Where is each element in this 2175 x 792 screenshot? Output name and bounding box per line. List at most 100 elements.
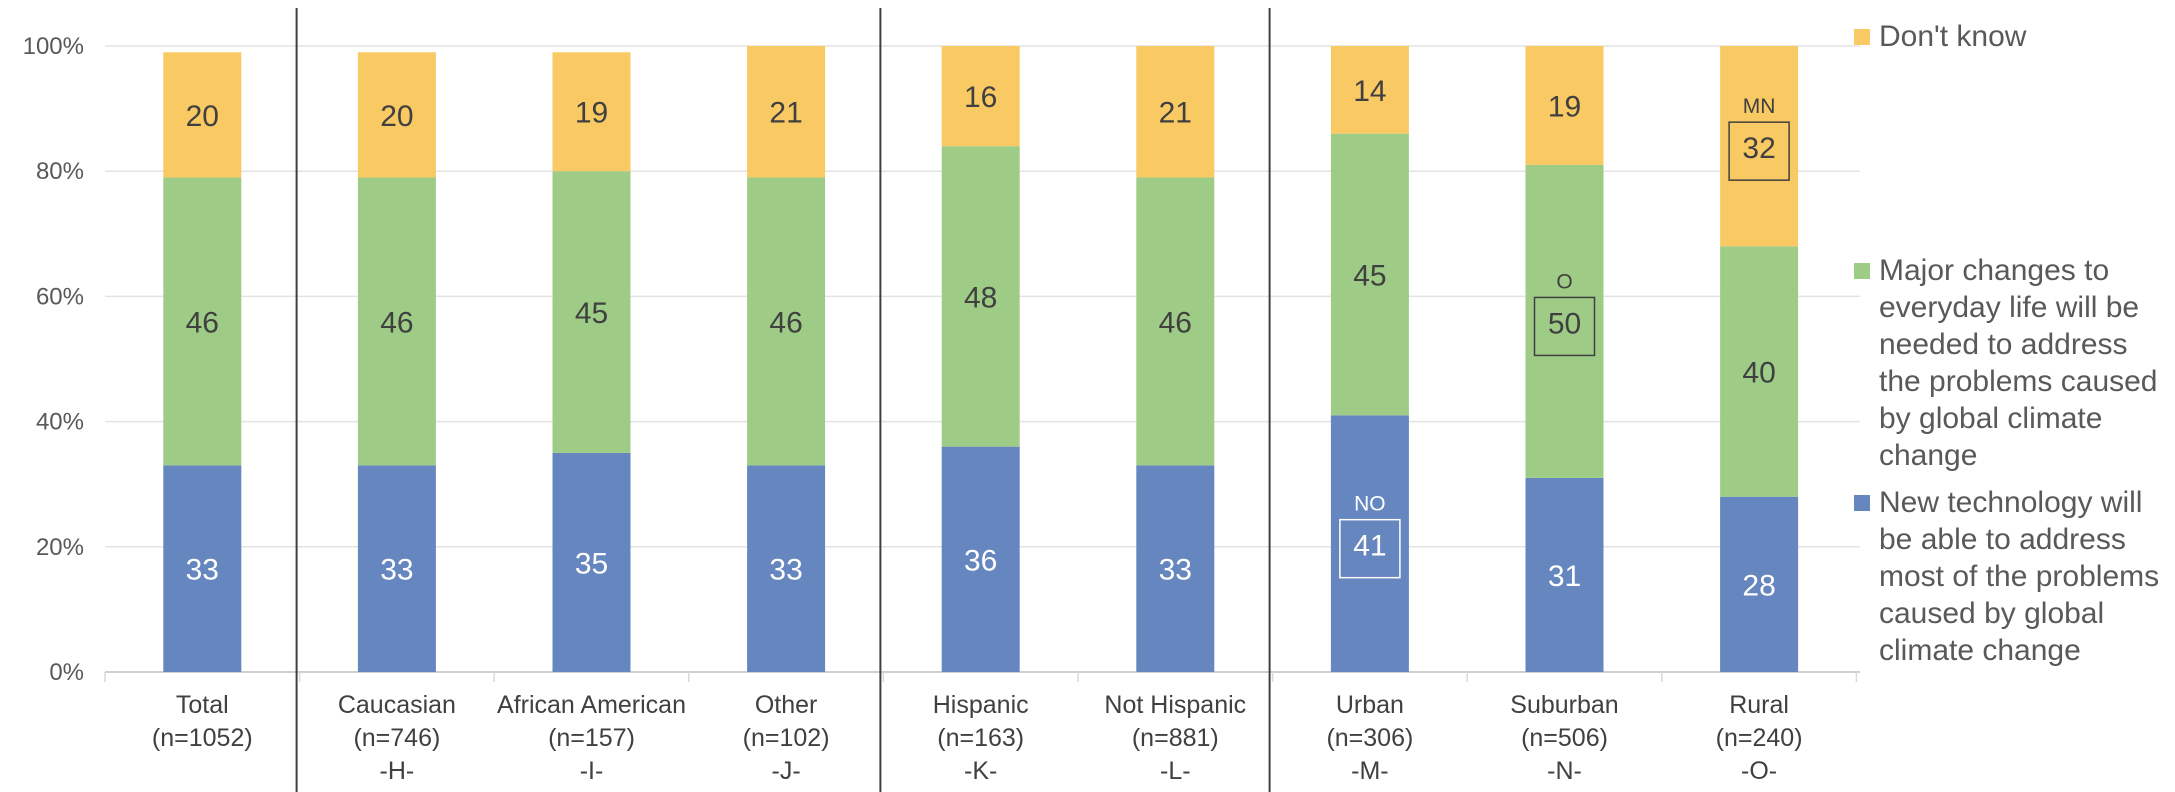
data-label: 45 <box>575 297 608 330</box>
data-label: 33 <box>1159 554 1192 587</box>
x-category-label: Other <box>755 691 818 719</box>
x-category-label: Not Hispanic <box>1104 691 1246 719</box>
bar-segment <box>1525 164 1604 478</box>
data-label: 32 <box>1742 132 1775 165</box>
x-category-label: (n=746) <box>353 724 440 752</box>
bar-segment <box>1136 177 1215 466</box>
bar-segment <box>1136 465 1215 672</box>
bar-segment <box>1330 415 1409 672</box>
bars <box>163 46 1799 672</box>
x-category-label: -H- <box>380 757 415 785</box>
data-label: 46 <box>1159 306 1192 339</box>
data-label: 21 <box>1159 97 1192 130</box>
bar-segment <box>1525 46 1604 165</box>
bar-segment <box>1330 133 1409 416</box>
data-label: 36 <box>964 544 997 577</box>
data-label: 35 <box>575 547 608 580</box>
x-category-label: Total <box>176 691 229 719</box>
bar-segment <box>1720 246 1799 497</box>
data-label: 50 <box>1548 307 1581 340</box>
legend-swatch <box>1854 263 1870 279</box>
bar-segment <box>747 46 826 178</box>
x-category-label: (n=157) <box>548 724 635 752</box>
bar-segment <box>552 171 631 453</box>
data-label: 14 <box>1353 75 1386 108</box>
bar-segment <box>1720 496 1799 672</box>
data-label: 45 <box>1353 259 1386 292</box>
x-category-label: (n=306) <box>1326 724 1413 752</box>
data-label: 40 <box>1742 357 1775 390</box>
x-category-label: (n=506) <box>1521 724 1608 752</box>
bar-segment <box>163 177 242 466</box>
y-axis: 0% 20% 40% 60% 80% 100% <box>23 33 1858 686</box>
data-label: 20 <box>186 100 219 133</box>
y-tick-label: 0% <box>49 659 84 686</box>
y-tick-label: 100% <box>23 33 84 60</box>
x-category-label: (n=163) <box>937 724 1024 752</box>
x-category-label: Hispanic <box>933 691 1029 719</box>
x-category-label: Suburban <box>1510 691 1618 719</box>
bar-segment <box>1720 46 1799 247</box>
x-category-label: (n=881) <box>1132 724 1219 752</box>
bar-segment <box>552 52 631 172</box>
bar-segment <box>941 46 1020 147</box>
bar-segment <box>357 465 436 672</box>
x-category-label: (n=1052) <box>152 724 253 752</box>
bar-segment <box>163 465 242 672</box>
group-dividers <box>295 8 1271 792</box>
x-category-label: Urban <box>1336 691 1404 719</box>
significance-box <box>1533 296 1596 357</box>
data-label: 46 <box>186 306 219 339</box>
data-label: 19 <box>575 97 608 130</box>
x-category-label: -N- <box>1547 757 1582 785</box>
bar-segment <box>941 446 1020 672</box>
x-axis-labels: Total (n=1052) Caucasian (n=746) -H- African … <box>152 691 1803 785</box>
significance-letters: O <box>1556 270 1572 293</box>
y-tick-label: 80% <box>36 158 84 185</box>
bar-segment <box>357 177 436 466</box>
data-label: 41 <box>1353 530 1386 563</box>
x-category-label: (n=240) <box>1716 724 1803 752</box>
bar-segment <box>747 465 826 672</box>
bar-segment <box>1525 477 1604 672</box>
legend-label: Don't know <box>1879 20 2027 53</box>
data-label: 16 <box>964 81 997 114</box>
x-category-label: Caucasian <box>338 691 456 719</box>
data-label: 28 <box>1742 569 1775 602</box>
legend-swatch <box>1854 29 1870 45</box>
data-label: 48 <box>964 281 997 314</box>
bar-segment <box>1330 46 1409 134</box>
x-category-label: (n=102) <box>743 724 830 752</box>
data-label: 21 <box>769 97 802 130</box>
significance-letters: NO <box>1354 493 1386 516</box>
x-category-label: -L- <box>1160 757 1191 785</box>
bar-segment <box>357 52 436 178</box>
legend-label: Major changes to everyday life will be n… <box>1879 254 2158 472</box>
bar-segment <box>1136 46 1215 178</box>
x-category-label: -I- <box>580 757 604 785</box>
data-label: 31 <box>1548 560 1581 593</box>
data-label: 19 <box>1548 90 1581 123</box>
y-tick-label: 60% <box>36 283 84 310</box>
x-category-label: -J- <box>772 757 801 785</box>
bar-segment <box>552 452 631 672</box>
x-category-label: African American <box>497 691 686 719</box>
data-label: 20 <box>380 100 413 133</box>
y-tick-label: 20% <box>36 534 84 561</box>
legend-label: New technology will be able to address m… <box>1879 486 2160 667</box>
data-label: 33 <box>186 554 219 587</box>
x-category-label: -M- <box>1351 757 1388 785</box>
bar-segment <box>747 177 826 466</box>
data-label: 46 <box>380 306 413 339</box>
data-labels: 33 46 20 33 46 20 35 45 19 33 46 21 36 48 16 33 46 21 41 NO… <box>186 75 1790 602</box>
stacked-bar-chart: 0% 20% 40% 60% 80% 100% 33 46 20 33 46 20 35 45 19 33 4… <box>23 8 1860 792</box>
significance-box <box>1339 518 1401 579</box>
bar-segment <box>941 146 1020 447</box>
x-category-label: -O- <box>1741 757 1777 785</box>
y-tick-label: 40% <box>36 409 84 436</box>
data-label: 33 <box>769 554 802 587</box>
data-label: 33 <box>380 554 413 587</box>
significance-letters: MN <box>1743 95 1776 118</box>
significance-box <box>1728 121 1790 181</box>
x-category-label: -K- <box>964 757 997 785</box>
